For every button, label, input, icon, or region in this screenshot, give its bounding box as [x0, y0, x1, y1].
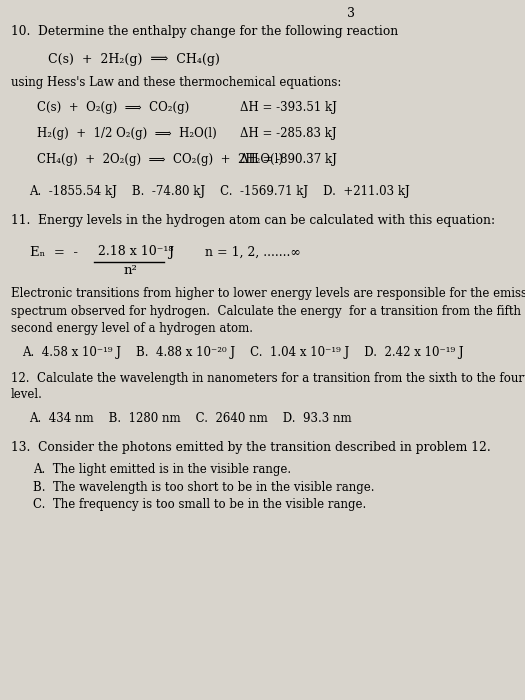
- Text: C(s)  +  O₂(g)  ⟹  CO₂(g): C(s) + O₂(g) ⟹ CO₂(g): [37, 102, 189, 115]
- Text: 3: 3: [346, 7, 354, 20]
- Text: C.  The frequency is too small to be in the visible range.: C. The frequency is too small to be in t…: [33, 498, 366, 512]
- Text: n²: n²: [124, 264, 138, 277]
- Text: ΔH = -285.83 kJ: ΔH = -285.83 kJ: [240, 127, 337, 141]
- Text: A.  The light emitted is in the visible range.: A. The light emitted is in the visible r…: [33, 463, 291, 477]
- Text: 2.18 x 10⁻¹⁸: 2.18 x 10⁻¹⁸: [98, 245, 173, 258]
- Text: J        n = 1, 2, .......∞: J n = 1, 2, .......∞: [168, 246, 301, 260]
- Text: 10.  Determine the enthalpy change for the following reaction: 10. Determine the enthalpy change for th…: [11, 25, 398, 38]
- Text: Electronic transitions from higher to lower energy levels are responsible for th: Electronic transitions from higher to lo…: [11, 287, 525, 300]
- Text: 13.  Consider the photons emitted by the transition described in problem 12.: 13. Consider the photons emitted by the …: [11, 441, 491, 454]
- Text: ΔH = -890.37 kJ: ΔH = -890.37 kJ: [240, 153, 337, 167]
- Text: Eₙ  =  -: Eₙ = -: [29, 246, 78, 260]
- Text: A.  -1855.54 kJ    B.  -74.80 kJ    C.  -1569.71 kJ    D.  +211.03 kJ: A. -1855.54 kJ B. -74.80 kJ C. -1569.71 …: [29, 186, 411, 199]
- Text: ΔH = -393.51 kJ: ΔH = -393.51 kJ: [240, 102, 337, 115]
- Text: A.  434 nm    B.  1280 nm    C.  2640 nm    D.  93.3 nm: A. 434 nm B. 1280 nm C. 2640 nm D. 93.3 …: [29, 412, 352, 425]
- Text: C(s)  +  2H₂(g)  ⟹  CH₄(g): C(s) + 2H₂(g) ⟹ CH₄(g): [48, 52, 220, 66]
- Text: level.: level.: [11, 389, 43, 402]
- Text: A.  4.58 x 10⁻¹⁹ J    B.  4.88 x 10⁻²⁰ J    C.  1.04 x 10⁻¹⁹ J    D.  2.42 x 10⁻: A. 4.58 x 10⁻¹⁹ J B. 4.88 x 10⁻²⁰ J C. 1…: [22, 346, 464, 359]
- Text: H₂(g)  +  1/2 O₂(g)  ⟹  H₂O(l): H₂(g) + 1/2 O₂(g) ⟹ H₂O(l): [37, 127, 217, 141]
- Text: using Hess's Law and these thermochemical equations:: using Hess's Law and these thermochemica…: [11, 76, 341, 89]
- Text: second energy level of a hydrogen atom.: second energy level of a hydrogen atom.: [11, 322, 253, 335]
- Text: 12.  Calculate the wavelength in nanometers for a transition from the sixth to t: 12. Calculate the wavelength in nanomete…: [11, 372, 525, 386]
- Text: 11.  Energy levels in the hydrogen atom can be calculated with this equation:: 11. Energy levels in the hydrogen atom c…: [11, 214, 495, 227]
- Text: B.  The wavelength is too short to be in the visible range.: B. The wavelength is too short to be in …: [33, 481, 375, 494]
- Text: spectrum observed for hydrogen.  Calculate the energy  for a transition from the: spectrum observed for hydrogen. Calculat…: [11, 304, 525, 318]
- Text: CH₄(g)  +  2O₂(g)  ⟹  CO₂(g)  +  2H₂O(l): CH₄(g) + 2O₂(g) ⟹ CO₂(g) + 2H₂O(l): [37, 153, 283, 167]
